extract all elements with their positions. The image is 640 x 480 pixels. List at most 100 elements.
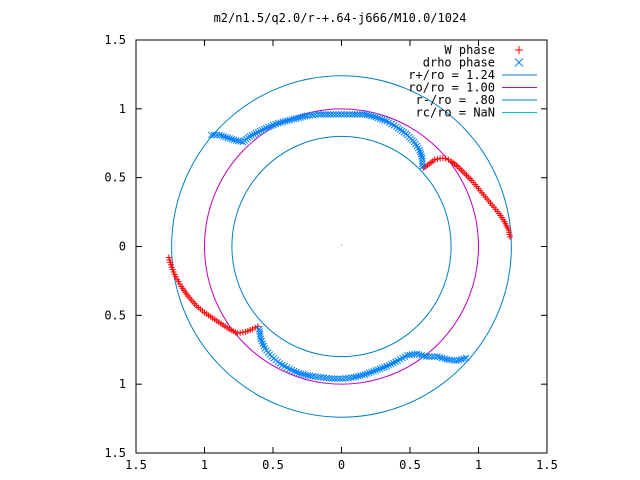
drho-phase-point bbox=[312, 373, 319, 380]
drho-phase-point bbox=[299, 113, 307, 121]
drho-phase-point bbox=[216, 131, 223, 139]
drho-phase-point bbox=[292, 115, 300, 122]
y-tick-label: 0 bbox=[119, 240, 126, 254]
drho-phase-point bbox=[352, 373, 360, 381]
drho-phase-point bbox=[309, 111, 317, 119]
drho-phase-point bbox=[418, 163, 426, 171]
y-tick-label: 1 bbox=[119, 102, 126, 116]
axis-ticks bbox=[135, 39, 548, 454]
x-tick-label: 1 bbox=[201, 458, 208, 472]
drho-phase-point bbox=[256, 127, 264, 135]
y-tick-label: 0.5 bbox=[104, 308, 126, 322]
drho-phase-point bbox=[252, 129, 260, 137]
drho-phase-point bbox=[302, 371, 309, 379]
drho-phase-point bbox=[207, 131, 215, 139]
drho-phase-point bbox=[300, 370, 307, 378]
drho-phase-point bbox=[272, 120, 280, 128]
drho-phase-point bbox=[378, 364, 386, 372]
drho-phase-point bbox=[284, 117, 291, 125]
drho-phase-point bbox=[416, 146, 423, 154]
legend-label: drho phase bbox=[423, 56, 495, 70]
drho-phase-point bbox=[312, 111, 319, 119]
drho-phase-point bbox=[331, 375, 339, 383]
chart-title: m2/n1.5/q2.0/r-+.64-j666/M10.0/1024 bbox=[214, 11, 467, 25]
drho-phase-point bbox=[376, 115, 384, 123]
drho-phase-point bbox=[309, 372, 317, 380]
legend-label: r-/ro = .80 bbox=[416, 93, 495, 107]
drho-phase-point bbox=[368, 368, 375, 376]
x-tick-label: 1.5 bbox=[536, 458, 558, 472]
drho-phase-point bbox=[322, 110, 329, 118]
drho-phase-point bbox=[418, 351, 425, 359]
drho-phase-point bbox=[317, 373, 325, 381]
drho-phase-point bbox=[290, 115, 298, 123]
circle-2 bbox=[231, 135, 452, 358]
drho-phase-point bbox=[230, 136, 238, 144]
drho-phase-point bbox=[354, 110, 361, 118]
w-phase-point bbox=[252, 324, 259, 331]
drho-phase-point bbox=[314, 373, 322, 381]
drho-phase-point bbox=[260, 125, 268, 133]
drho-phase-point bbox=[306, 372, 314, 380]
drho-phase-point bbox=[237, 138, 244, 145]
drho-phase-point bbox=[328, 375, 336, 383]
drho-phase-point bbox=[365, 112, 373, 119]
drho-phase-point bbox=[381, 363, 388, 371]
drho-phase-point bbox=[374, 366, 382, 373]
drho-phase-point bbox=[334, 375, 341, 383]
drho-phase-point bbox=[418, 155, 426, 162]
drho-phase-point bbox=[336, 375, 344, 383]
drho-phase-point bbox=[314, 110, 322, 118]
drho-phase-point bbox=[361, 110, 369, 118]
drho-phase-point bbox=[342, 374, 349, 382]
drho-phase-point bbox=[368, 112, 375, 120]
drho-phase-point bbox=[288, 116, 296, 123]
x-tick-label: 1 bbox=[475, 458, 482, 472]
drho-phase-point bbox=[256, 332, 264, 340]
drho-phase-point bbox=[320, 374, 328, 381]
drho-phase-point bbox=[381, 117, 388, 124]
drho-phase-point bbox=[324, 110, 332, 118]
x-tick-label: 1.5 bbox=[125, 458, 147, 472]
data-points bbox=[165, 110, 514, 383]
y-tick-label: 1.5 bbox=[104, 446, 126, 460]
drho-phase-point bbox=[458, 356, 465, 363]
drho-phase-point bbox=[344, 374, 352, 382]
drho-phase-point bbox=[416, 148, 424, 156]
circle-1 bbox=[204, 108, 479, 385]
drho-phase-point bbox=[338, 110, 345, 118]
drho-phase-point bbox=[319, 110, 327, 118]
y-tick-label: 1 bbox=[119, 377, 126, 391]
drho-phase-point bbox=[224, 134, 232, 142]
drho-phase-point bbox=[428, 353, 436, 360]
reference-circles bbox=[171, 75, 512, 418]
drho-phase-point bbox=[226, 135, 234, 142]
drho-phase-point bbox=[277, 119, 284, 126]
drho-phase-point bbox=[359, 371, 366, 379]
drho-phase-point bbox=[363, 370, 371, 378]
drho-phase-point bbox=[297, 370, 305, 378]
drho-phase-point bbox=[418, 160, 426, 168]
drho-phase-point bbox=[372, 367, 380, 374]
drho-phase-point bbox=[254, 128, 262, 136]
drho-phase-point bbox=[436, 353, 444, 361]
x-tick-label: 0.5 bbox=[262, 458, 284, 472]
drho-phase-point bbox=[356, 110, 364, 118]
legend-swatch bbox=[514, 58, 524, 67]
drho-phase-point bbox=[349, 110, 356, 118]
drho-phase-point bbox=[329, 110, 337, 118]
drho-phase-point bbox=[248, 131, 256, 139]
drho-phase-point bbox=[357, 372, 364, 379]
drho-phase-point bbox=[361, 371, 369, 378]
drho-phase-point bbox=[425, 353, 433, 360]
drho-phase-point bbox=[274, 119, 282, 127]
drho-phase-point bbox=[417, 150, 425, 158]
drho-phase-point bbox=[339, 375, 347, 383]
drho-phase-point bbox=[370, 367, 377, 375]
drho-phase-point bbox=[351, 110, 359, 118]
drho-phase-point bbox=[462, 354, 470, 362]
drho-phase-point bbox=[295, 369, 303, 377]
drho-phase-point bbox=[303, 112, 311, 120]
drho-phase-point bbox=[306, 112, 314, 119]
